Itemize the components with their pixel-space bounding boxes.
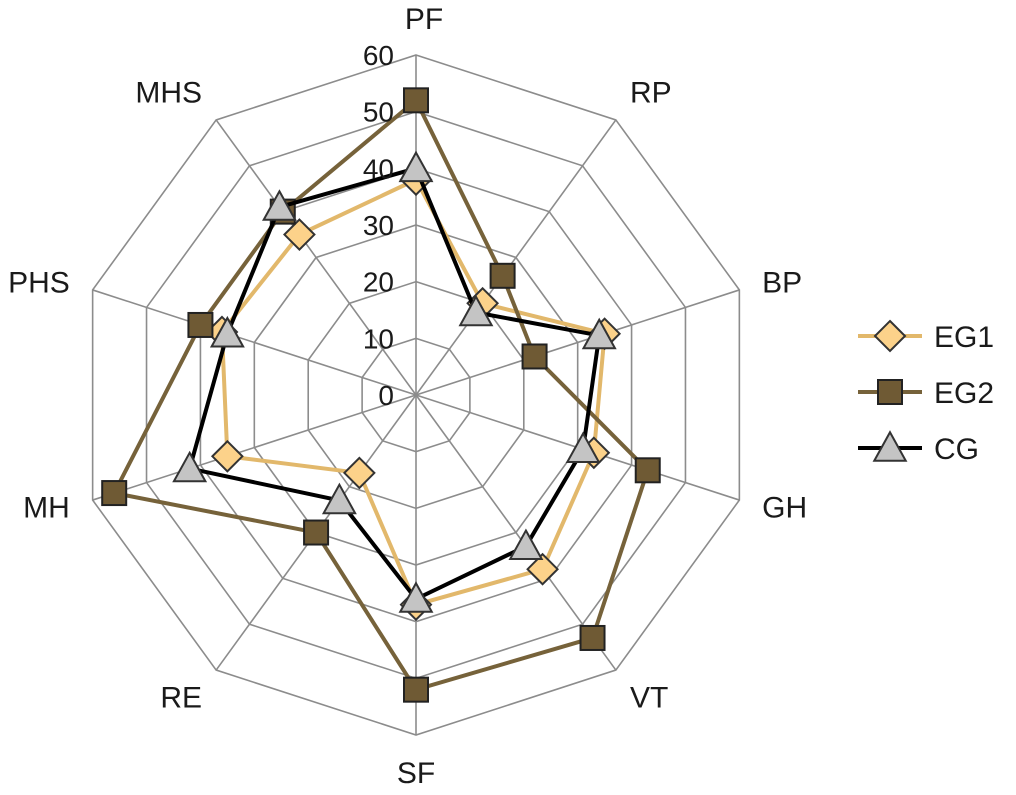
tick-label-0: 0 — [378, 380, 394, 411]
radial-tick-labels: 0 10 20 30 40 50 60 — [363, 40, 394, 411]
spoke-rp — [415, 119, 617, 396]
category-label-phs: PHS — [8, 267, 70, 300]
legend-item-eg1: EG1 — [858, 319, 994, 354]
legend-label-cg: CG — [934, 433, 979, 466]
tick-label-40: 40 — [363, 153, 394, 184]
category-label-sf: SF — [397, 757, 435, 790]
data-point-eg1-mh — [210, 439, 244, 473]
radar-series — [101, 87, 661, 703]
tick-label-60: 60 — [363, 40, 394, 71]
data-point-cg-bp — [581, 317, 617, 350]
data-point-eg2-gh — [634, 457, 661, 484]
data-point-eg2-re — [303, 519, 330, 546]
legend-marker-eg2 — [877, 379, 903, 405]
data-point-cg-phs — [209, 315, 245, 348]
category-label-bp: BP — [762, 267, 802, 300]
spoke-phs — [92, 289, 417, 396]
data-point-eg2-mh — [101, 480, 128, 507]
legend: EG1 EG2 CG — [858, 319, 994, 466]
category-label-vt: VT — [630, 681, 668, 714]
data-point-cg-sf — [398, 581, 434, 613]
data-point-eg2-pf — [403, 87, 429, 114]
data-point-eg2-bp — [521, 343, 548, 370]
data-point-cg-mh — [172, 450, 208, 483]
data-point-eg2-vt — [579, 624, 606, 651]
data-point-cg-mhs — [261, 189, 297, 221]
legend-label-eg1: EG1 — [934, 321, 994, 354]
spoke-vt — [415, 394, 617, 671]
tick-label-30: 30 — [363, 210, 394, 241]
category-label-re: RE — [160, 681, 202, 714]
legend-marker-cg — [872, 430, 908, 462]
data-point-eg2-sf — [403, 676, 429, 703]
spoke-bp — [415, 289, 740, 396]
data-point-cg-re — [321, 482, 357, 515]
category-label-pf: PF — [405, 3, 443, 36]
category-label-mhs: MHS — [135, 77, 202, 110]
spoke-mhs — [215, 119, 417, 396]
data-point-eg1-re — [342, 456, 376, 490]
series-cg — [172, 150, 617, 613]
tick-label-10: 10 — [363, 323, 394, 354]
data-point-eg1-mhs — [283, 218, 316, 251]
category-label-gh: GH — [762, 491, 807, 524]
legend-label-eg2: EG2 — [934, 377, 994, 410]
data-point-eg2-phs — [187, 311, 214, 338]
category-labels: PF RP BP GH VT SF RE MH PHS MHS — [8, 3, 807, 790]
category-label-rp: RP — [630, 77, 672, 110]
data-point-eg2-rp — [489, 262, 516, 289]
legend-item-cg: CG — [858, 430, 979, 466]
data-point-cg-vt — [508, 528, 544, 561]
tick-label-20: 20 — [363, 267, 394, 298]
category-label-mh: MH — [23, 491, 70, 524]
legend-item-eg2: EG2 — [858, 377, 994, 410]
legend-marker-eg1 — [873, 319, 907, 353]
data-point-cg-gh — [565, 431, 601, 464]
data-point-cg-rp — [458, 294, 494, 327]
spoke-mh — [92, 394, 417, 501]
tick-label-50: 50 — [363, 97, 394, 128]
data-point-eg1-vt — [526, 552, 559, 586]
data-point-cg-pf — [398, 150, 434, 183]
